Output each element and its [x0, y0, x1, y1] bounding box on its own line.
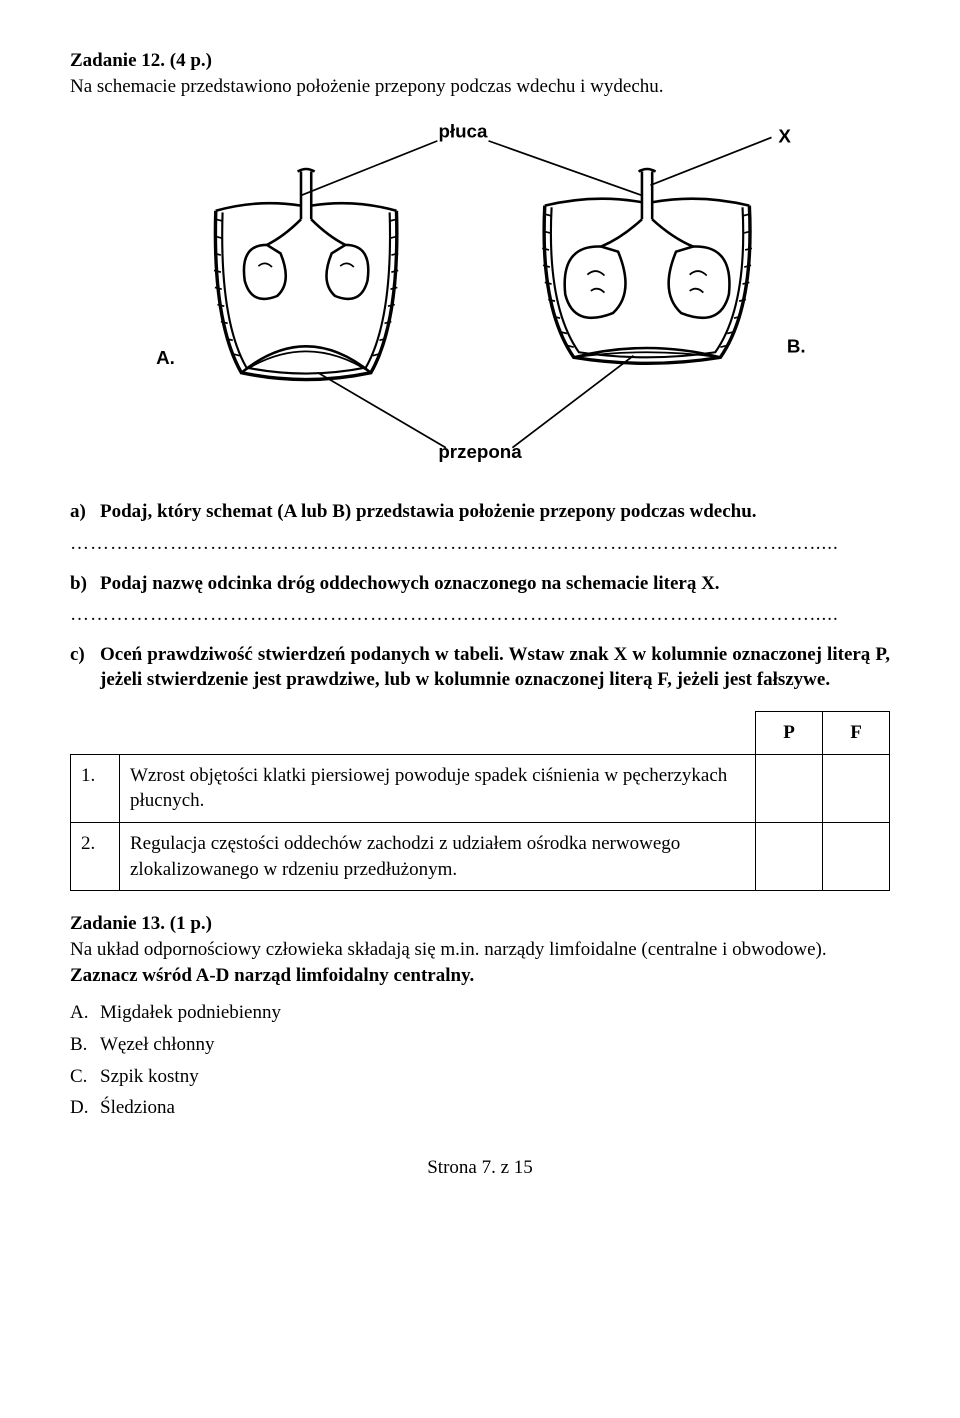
label-pluca: płuca [438, 121, 488, 142]
label-przepona: przepona [438, 441, 522, 462]
lungs-figure: płuca X A. [70, 117, 890, 475]
c-text: Oceń prawdziwość stwierdzeń podanych w t… [100, 642, 890, 693]
table-row: 2. Regulacja częstości oddechów zachodzi… [71, 823, 890, 891]
b-dots[interactable]: …………………………………………………………………………………………………...… [70, 602, 890, 628]
row2-f[interactable] [823, 823, 890, 891]
task12-intro: Na schemacie przedstawiono położenie prz… [70, 74, 890, 100]
option-a[interactable]: A. Migdałek podniebienny [70, 1000, 890, 1026]
task12-heading: Zadanie 12. (4 p.) [70, 48, 890, 74]
row1-num: 1. [71, 754, 120, 822]
opt-b-marker: B. [70, 1032, 100, 1058]
pf-table: P F 1. Wzrost objętości klatki piersiowe… [70, 711, 890, 891]
option-d[interactable]: D. Śledziona [70, 1095, 890, 1121]
b-marker: b) [70, 571, 100, 597]
opt-c-text: Szpik kostny [100, 1064, 890, 1090]
page-footer: Strona 7. z 15 [70, 1155, 890, 1181]
diagram-b: B. [542, 169, 805, 363]
row2-p[interactable] [756, 823, 823, 891]
label-b: B. [787, 336, 806, 357]
b-text: Podaj nazwę odcinka dróg oddechowych ozn… [100, 571, 890, 597]
option-c[interactable]: C. Szpik kostny [70, 1064, 890, 1090]
task13-heading: Zadanie 13. (1 p.) [70, 911, 890, 937]
option-b[interactable]: B. Węzeł chłonny [70, 1032, 890, 1058]
row2-num: 2. [71, 823, 120, 891]
opt-d-marker: D. [70, 1095, 100, 1121]
a-text: Podaj, który schemat (A lub B) przedstaw… [100, 499, 890, 525]
diagram-a: A. [156, 169, 398, 380]
a-marker: a) [70, 499, 100, 525]
opt-b-text: Węzeł chłonny [100, 1032, 890, 1058]
opt-c-marker: C. [70, 1064, 100, 1090]
label-a: A. [156, 347, 175, 368]
col-p: P [756, 712, 823, 755]
opt-a-marker: A. [70, 1000, 100, 1026]
row2-text: Regulacja częstości oddechów zachodzi z … [120, 823, 756, 891]
label-x: X [778, 126, 791, 147]
row1-f[interactable] [823, 754, 890, 822]
row1-p[interactable] [756, 754, 823, 822]
task13-intro: Na układ odpornościowy człowieka składaj… [70, 937, 890, 963]
task13-options: A. Migdałek podniebienny B. Węzeł chłonn… [70, 1000, 890, 1121]
row1-text: Wzrost objętości klatki piersiowej powod… [120, 754, 756, 822]
opt-a-text: Migdałek podniebienny [100, 1000, 890, 1026]
task13-instruction: Zaznacz wśród A-D narząd limfoidalny cen… [70, 963, 890, 989]
a-dots[interactable]: …………………………………………………………………………………………………...… [70, 531, 890, 557]
table-row: 1. Wzrost objętości klatki piersiowej po… [71, 754, 890, 822]
col-f: F [823, 712, 890, 755]
c-marker: c) [70, 642, 100, 668]
opt-d-text: Śledziona [100, 1095, 890, 1121]
